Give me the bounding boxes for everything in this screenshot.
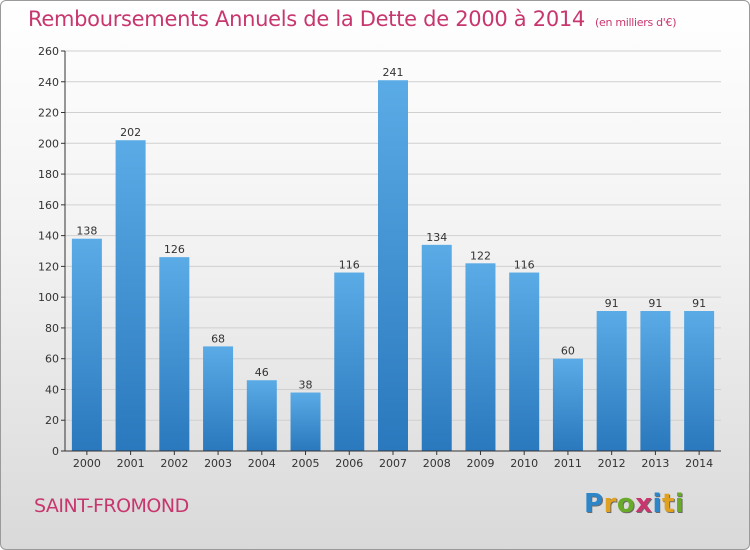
bar-value-label: 68	[211, 332, 225, 345]
y-tick-label: 200	[38, 137, 59, 150]
bar-value-label: 91	[648, 297, 662, 310]
x-tick-label: 2010	[510, 457, 538, 470]
x-tick-label: 2011	[554, 457, 582, 470]
bar-value-label: 202	[120, 126, 141, 139]
y-tick-label: 80	[45, 322, 59, 335]
bar-value-label: 122	[470, 249, 491, 262]
bar-value-label: 38	[299, 379, 313, 392]
bar	[684, 311, 715, 451]
y-tick-label: 160	[38, 199, 59, 212]
x-tick-label: 2013	[641, 457, 669, 470]
bar-value-label: 60	[561, 345, 575, 358]
x-tick-label: 2012	[598, 457, 626, 470]
bar	[334, 272, 365, 451]
logo-letter: o	[616, 489, 636, 519]
bar-value-label: 91	[692, 297, 706, 310]
x-tick-label: 2007	[379, 457, 407, 470]
logo-letter: P	[584, 489, 604, 519]
x-tick-label: 2009	[466, 457, 494, 470]
bar	[509, 272, 540, 451]
y-tick-label: 100	[38, 291, 59, 304]
y-tick-label: 140	[38, 230, 59, 243]
bar	[71, 238, 102, 451]
bar-value-label: 126	[164, 243, 185, 256]
logo-letter: i	[652, 489, 662, 519]
y-tick-label: 0	[52, 445, 59, 458]
bar	[246, 380, 277, 451]
bar-value-label: 46	[255, 366, 269, 379]
x-tick-label: 2006	[335, 457, 363, 470]
y-tick-label: 40	[45, 383, 59, 396]
bar	[596, 311, 627, 451]
bar	[203, 346, 234, 451]
bar	[159, 257, 190, 451]
y-tick-label: 120	[38, 260, 59, 273]
axes: 0 20 40 60 80 100 120 140 160 180 200 220 240 260 2000…	[38, 45, 721, 470]
bar-value-label: 134	[426, 231, 447, 244]
logo-letter: r	[603, 489, 617, 519]
x-tick-label: 2005	[292, 457, 320, 470]
logo-letter: i	[674, 489, 685, 519]
bar	[115, 140, 146, 451]
x-tick-label: 2000	[73, 457, 101, 470]
x-tick-label: 2003	[204, 457, 232, 470]
y-tick-label: 240	[38, 76, 59, 89]
bar	[552, 358, 583, 451]
proxiti-logo: Proxiti	[584, 489, 684, 519]
bar	[290, 392, 321, 451]
y-tick-label: 260	[38, 45, 59, 58]
x-tick-label: 2008	[423, 457, 451, 470]
y-tick-label: 180	[38, 168, 59, 181]
chart-title: Remboursements Annuels de la Dette de 20…	[28, 7, 676, 31]
bar-value-label: 138	[76, 225, 97, 238]
bar	[421, 244, 452, 451]
bars	[71, 80, 715, 451]
bar-value-label: 116	[514, 259, 535, 272]
x-tick-label: 2004	[248, 457, 276, 470]
y-tick-label: 220	[38, 107, 59, 120]
bar-value-label: 116	[339, 259, 360, 272]
x-tick-label: 2001	[117, 457, 145, 470]
bar	[465, 263, 496, 451]
data-labels: 138 202 126 68 46 38 116 241 134 122 116 60 91 91 91	[76, 66, 706, 391]
y-tick-label: 60	[45, 353, 59, 366]
y-tick-label: 20	[45, 414, 59, 427]
bar	[378, 80, 408, 451]
x-tick-label: 2002	[160, 457, 188, 470]
logo-letter: x	[635, 489, 653, 519]
title-text: Remboursements Annuels de la Dette de 20…	[28, 7, 585, 31]
bar	[640, 311, 671, 451]
x-tick-label: 2014	[685, 457, 713, 470]
bar-value-label: 241	[383, 66, 404, 79]
bar-value-label: 91	[605, 297, 619, 310]
town-name: SAINT-FROMOND	[34, 495, 189, 517]
chart-subtitle: (en milliers d'€)	[595, 16, 677, 29]
logo-letter: t	[661, 489, 675, 519]
